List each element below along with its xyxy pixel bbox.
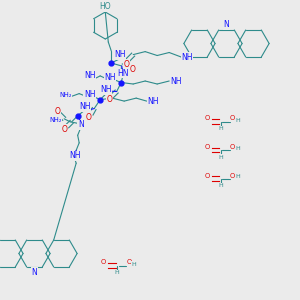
Text: N: N	[78, 120, 84, 129]
Text: O: O	[129, 65, 135, 74]
Text: O: O	[106, 94, 112, 103]
Text: NH: NH	[182, 52, 193, 62]
Text: O: O	[204, 116, 210, 122]
Text: NH: NH	[84, 90, 95, 99]
Text: NH₂: NH₂	[59, 92, 72, 98]
Text: NH: NH	[170, 76, 182, 85]
Text: O: O	[230, 144, 235, 150]
Text: N: N	[32, 268, 38, 277]
Text: NH: NH	[148, 97, 159, 106]
Text: O: O	[204, 144, 210, 150]
Text: N: N	[224, 20, 230, 29]
Text: H: H	[235, 118, 240, 122]
Text: O: O	[126, 260, 132, 266]
Text: HO: HO	[100, 2, 111, 11]
Text: NH: NH	[115, 50, 126, 59]
Text: H: H	[131, 262, 136, 266]
Text: NH: NH	[100, 85, 112, 94]
Text: NH: NH	[84, 70, 95, 80]
Text: O: O	[230, 116, 235, 122]
Text: NH: NH	[104, 73, 116, 82]
Text: H: H	[218, 126, 223, 131]
Text: H: H	[115, 270, 119, 275]
Text: O: O	[230, 172, 235, 178]
Text: NH₂: NH₂	[49, 117, 61, 123]
Text: O: O	[123, 60, 129, 69]
Text: HN: HN	[117, 69, 128, 78]
Text: O: O	[62, 125, 68, 134]
Text: H: H	[218, 183, 223, 188]
Text: O: O	[101, 260, 106, 266]
Text: H: H	[235, 175, 240, 179]
Text: NH: NH	[69, 151, 80, 160]
Text: O: O	[86, 112, 92, 122]
Text: O: O	[204, 172, 210, 178]
Text: O: O	[55, 107, 61, 116]
Text: H: H	[218, 155, 223, 160]
Text: NH: NH	[80, 102, 91, 111]
Text: H: H	[235, 146, 240, 151]
